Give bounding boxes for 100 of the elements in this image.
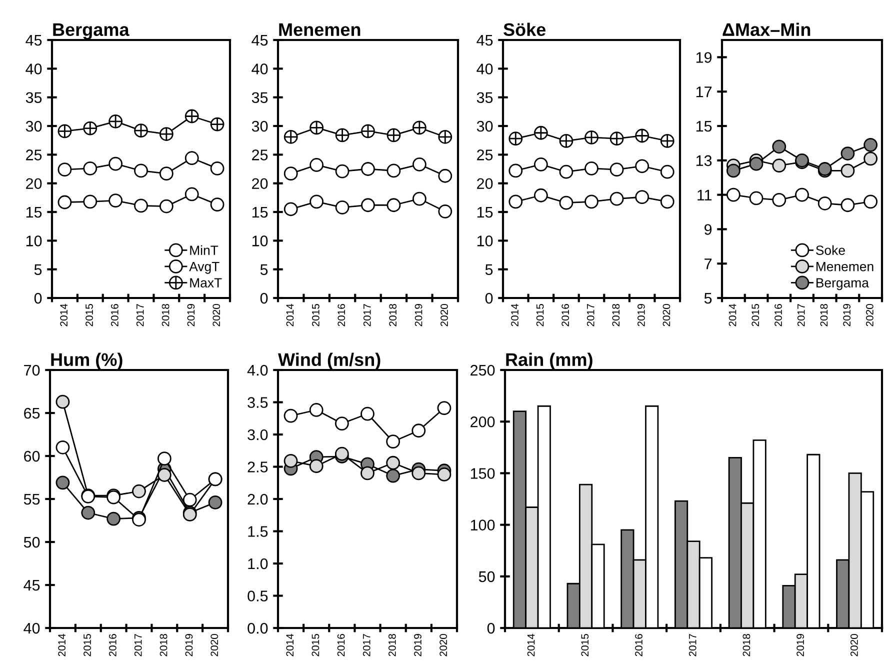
x-tick-label: 2019 xyxy=(414,634,422,656)
point xyxy=(56,440,70,454)
point xyxy=(584,194,598,209)
chart-title: Söke xyxy=(504,22,546,36)
point xyxy=(56,394,70,409)
y-tick-label: 45 xyxy=(26,35,42,46)
chart-title: Hum (%) xyxy=(51,352,122,370)
point xyxy=(284,202,298,216)
point xyxy=(334,446,349,461)
y-tick-label: 1.0 xyxy=(248,558,268,570)
y-tick-label: 5 xyxy=(485,264,493,276)
point xyxy=(412,466,426,480)
x-tick-label: 2016 xyxy=(338,304,346,326)
chart-title: Wind (m/sn) xyxy=(278,352,380,370)
point xyxy=(184,109,199,124)
y-tick-label: 7 xyxy=(704,258,712,270)
point xyxy=(361,198,375,212)
point xyxy=(182,492,197,507)
y-tick-label: 0 xyxy=(34,292,42,304)
point xyxy=(210,161,224,176)
y-tick-label: 4.0 xyxy=(247,364,268,376)
point xyxy=(386,128,401,142)
point xyxy=(361,162,375,176)
y-tick-label: 150 xyxy=(470,468,495,479)
x-tick-label: 2017 xyxy=(586,304,594,326)
point xyxy=(106,512,121,526)
point xyxy=(134,198,148,213)
y-tick-label: 50 xyxy=(24,536,40,548)
point xyxy=(334,416,349,430)
point xyxy=(635,128,650,143)
y-tick-label: 70 xyxy=(24,364,40,376)
x-tick-label: 2020 xyxy=(210,634,218,656)
y-tick-label: 13 xyxy=(696,155,712,166)
point xyxy=(559,196,574,210)
point xyxy=(386,164,401,178)
legend-label: Menemen xyxy=(816,262,874,272)
point xyxy=(412,120,426,135)
point xyxy=(284,166,298,181)
point xyxy=(437,401,452,415)
point xyxy=(360,466,374,480)
x-tick-label: 2014 xyxy=(60,304,68,326)
x-tick-label: 2018 xyxy=(162,304,170,326)
y-tick-label: 10 xyxy=(26,236,42,246)
x-tick-label: 2017 xyxy=(134,634,142,656)
point xyxy=(335,128,350,142)
point xyxy=(534,126,548,140)
point xyxy=(772,140,786,154)
x-tick-label: 2016 xyxy=(108,634,116,656)
y-tick-label: 15 xyxy=(477,207,493,218)
y-tick-label: 2.5 xyxy=(248,462,268,472)
point xyxy=(864,138,878,152)
y-tick-label: 45 xyxy=(252,35,268,46)
x-tick-label: 2017 xyxy=(362,634,370,656)
point xyxy=(610,192,624,206)
y-tick-label: 10 xyxy=(477,236,493,246)
y-tick-label: 40 xyxy=(476,64,493,74)
x-tick-label: 2018 xyxy=(160,634,168,656)
y-tick-label: 100 xyxy=(470,520,495,530)
point xyxy=(438,204,452,218)
point xyxy=(310,194,324,209)
x-tick-label: 2014 xyxy=(527,634,535,656)
point xyxy=(772,193,786,207)
y-tick-label: 0 xyxy=(260,292,268,304)
point xyxy=(508,132,523,146)
y-tick-label: 5 xyxy=(34,264,42,276)
x-tick-label: 2019 xyxy=(637,304,645,326)
point xyxy=(309,459,324,474)
x-tick-label: 2020 xyxy=(866,304,874,326)
y-tick-label: 55 xyxy=(24,494,40,505)
point xyxy=(134,124,148,138)
point xyxy=(335,164,350,178)
y-tick-label: 1.5 xyxy=(248,526,268,537)
point xyxy=(726,164,740,178)
point xyxy=(159,127,174,141)
point xyxy=(660,194,674,209)
y-tick-label: 25 xyxy=(252,150,268,160)
x-tick-label: 2020 xyxy=(440,304,448,326)
y-tick-label: 20 xyxy=(477,178,493,190)
y-tick-label: 5 xyxy=(260,264,268,276)
legend-label: AvgT xyxy=(189,262,220,274)
y-tick-label: 0 xyxy=(485,292,493,304)
y-tick-label: 15 xyxy=(252,207,268,218)
x-tick-label: 2014 xyxy=(58,634,66,656)
point xyxy=(840,164,855,178)
point xyxy=(386,434,400,449)
point xyxy=(83,161,98,176)
point xyxy=(438,130,452,144)
y-tick-label: 20 xyxy=(26,178,42,190)
x-tick-label: 2014 xyxy=(728,304,736,326)
chart-title: Bergama xyxy=(53,23,130,40)
x-tick-label: 2016 xyxy=(562,304,570,326)
x-tick-label: 2016 xyxy=(110,304,118,326)
point xyxy=(210,117,224,132)
point xyxy=(534,157,548,172)
x-tick-label: 2018 xyxy=(612,304,620,326)
point xyxy=(508,164,523,178)
point xyxy=(108,156,123,171)
y-tick-label: 30 xyxy=(252,120,268,132)
y-tick-label: 25 xyxy=(477,150,493,160)
x-tick-label: 2019 xyxy=(843,304,851,326)
